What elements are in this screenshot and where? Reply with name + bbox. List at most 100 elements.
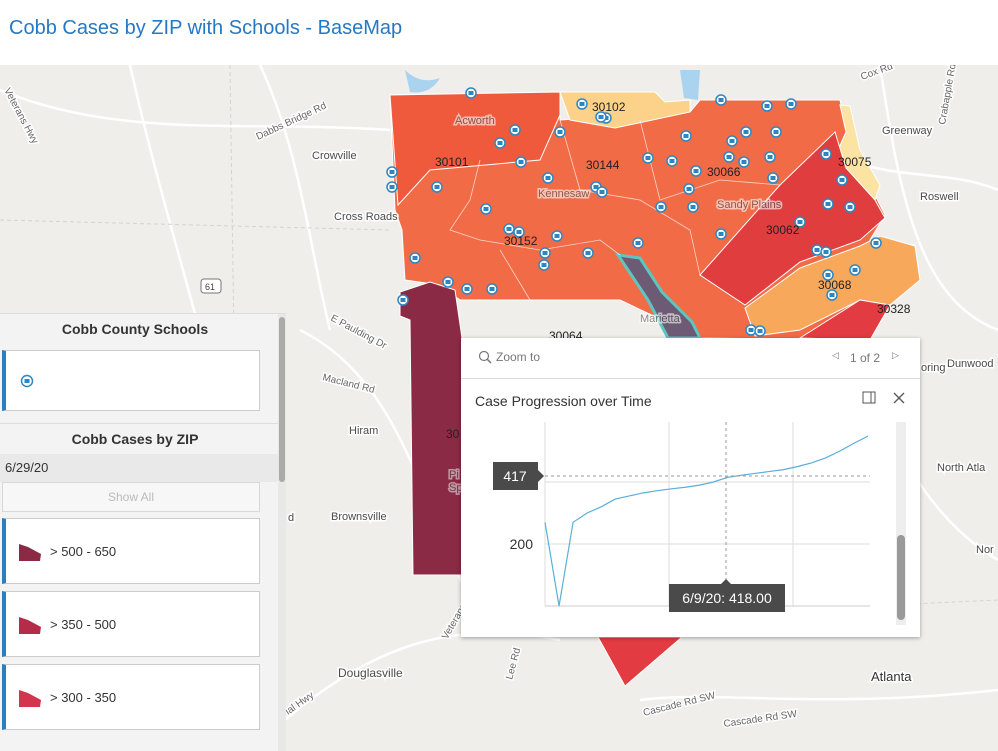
school-marker-glyph: [690, 205, 696, 209]
legend-swatch: [19, 544, 41, 561]
school-marker-glyph: [635, 241, 641, 245]
swatch-shape: [19, 617, 41, 634]
place-label: Atlanta: [871, 669, 912, 684]
school-marker-glyph: [873, 241, 879, 245]
school-marker-glyph: [743, 130, 749, 134]
popup: Zoom to ◁ 1 of 2 ▷ Case Progression over…: [461, 338, 920, 637]
place-label: d: [288, 512, 294, 524]
school-marker-glyph: [506, 227, 512, 231]
legend-date: 6/29/20: [5, 460, 49, 475]
school-marker-glyph: [598, 115, 604, 119]
school-marker-glyph: [512, 128, 518, 132]
dock-button[interactable]: [862, 391, 876, 405]
legend-item[interactable]: > 300 - 350: [2, 664, 260, 730]
zip-label: 30075: [838, 155, 872, 169]
school-marker-glyph: [829, 293, 835, 297]
zoom-icon[interactable]: [478, 350, 492, 364]
place-label: Brownsville: [331, 511, 387, 523]
school-marker-glyph: [554, 234, 560, 238]
show-all-button[interactable]: Show All: [2, 482, 260, 512]
place-label: Dunwood: [947, 358, 993, 370]
school-icon: [20, 374, 34, 388]
zoom-to[interactable]: Zoom to: [496, 350, 541, 364]
place-label: Greenway: [882, 125, 933, 137]
school-marker-glyph: [464, 287, 470, 291]
legend-label: > 350 - 500: [50, 617, 117, 632]
school-marker-glyph: [434, 185, 440, 189]
place-label: Pi: [449, 469, 459, 481]
route-shield: [200, 278, 222, 294]
school-marker-glyph: [797, 220, 803, 224]
legend-item[interactable]: > 500 - 650: [2, 518, 260, 584]
school-marker-glyph: [839, 178, 845, 182]
place-label: Cross Roads: [334, 211, 398, 223]
route-label: 61: [205, 282, 215, 292]
school-marker-glyph: [557, 130, 563, 134]
place-label: Sandy Plains: [717, 199, 782, 211]
school-marker-glyph: [823, 250, 829, 254]
school-marker-glyph: [516, 230, 522, 234]
zip-label: 30068: [818, 278, 852, 292]
place-label: Roswell: [920, 191, 959, 203]
zip-label: 30152: [504, 234, 538, 248]
pager-prev[interactable]: ◁: [832, 350, 839, 360]
school-marker-glyph: [468, 91, 474, 95]
school-marker-glyph: [645, 156, 651, 160]
school-marker-glyph: [669, 159, 675, 163]
school-marker-glyph: [825, 273, 831, 277]
place-label: Sp: [449, 482, 462, 494]
school-marker-glyph: [541, 263, 547, 267]
school-marker-glyph: [518, 160, 524, 164]
school-markers: [386, 87, 882, 337]
school-marker-glyph: [579, 102, 585, 106]
school-marker-glyph: [658, 205, 664, 209]
school-marker-glyph: [773, 130, 779, 134]
place-label: Acworth: [455, 115, 495, 127]
zip-label: 30101: [435, 155, 469, 169]
school-marker-glyph: [770, 176, 776, 180]
school-marker-glyph: [748, 328, 754, 332]
place-label: Douglasville: [338, 666, 403, 680]
header: Cobb Cases by ZIP with Schools - BaseMap: [0, 0, 998, 65]
zip-label: 30102: [592, 100, 626, 114]
place-label: oring: [921, 362, 945, 374]
school-marker-glyph: [497, 141, 503, 145]
legend-panel: Cobb County Schools Cobb Cases by ZIP 6/…: [0, 313, 286, 751]
legend-swatch: [19, 690, 41, 707]
school-marker-glyph: [757, 329, 763, 333]
school-marker-glyph: [545, 176, 551, 180]
place-label: Marietta: [640, 313, 681, 325]
legend-item[interactable]: > 350 - 500: [2, 591, 260, 657]
school-marker-glyph: [585, 251, 591, 255]
zip-label: 30328: [877, 302, 911, 316]
school-marker-glyph: [847, 205, 853, 209]
school-marker-glyph: [718, 232, 724, 236]
school-marker-glyph: [693, 169, 699, 173]
school-marker-glyph: [599, 190, 605, 194]
pager-next[interactable]: ▷: [892, 350, 899, 360]
zip-label: 30062: [766, 223, 800, 237]
school-marker-glyph: [814, 248, 820, 252]
swatch-shape: [19, 690, 41, 707]
legend-label: > 300 - 350: [50, 690, 117, 705]
school-marker-glyph: [825, 202, 831, 206]
school-marker-glyph: [593, 185, 599, 189]
place-label: Hiram: [349, 425, 378, 437]
school-marker-glyph: [823, 152, 829, 156]
school-marker-glyph: [683, 134, 689, 138]
school-marker-glyph: [788, 102, 794, 106]
school-marker-glyph: [400, 298, 406, 302]
legend-item[interactable]: [2, 350, 260, 411]
legend-label: > 500 - 650: [50, 544, 117, 559]
school-marker-glyph: [741, 160, 747, 164]
school-marker-glyph: [389, 170, 395, 174]
pager: 1 of 2: [850, 351, 881, 365]
legend-heading: Cobb County Schools: [61, 321, 209, 337]
school-marker-glyph: [445, 280, 451, 284]
place-label: North Atla: [937, 462, 986, 474]
school-marker-glyph: [718, 98, 724, 102]
school-marker-glyph: [726, 155, 732, 159]
close-button[interactable]: [892, 391, 906, 405]
school-marker-glyph: [489, 287, 495, 291]
